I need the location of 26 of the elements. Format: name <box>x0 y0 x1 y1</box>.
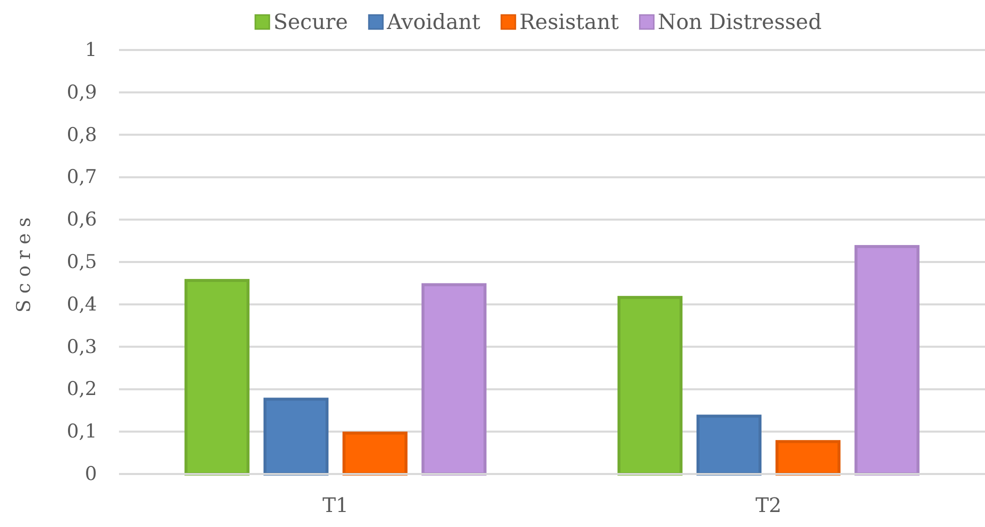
y-tick-label: 0,7 <box>66 166 97 188</box>
y-axis-title: Scores <box>13 211 35 313</box>
y-tick-label: 0,9 <box>66 81 97 104</box>
y-tick-label: 0 <box>84 463 97 485</box>
y-tick-label: 1 <box>84 39 97 61</box>
bar <box>854 245 920 476</box>
y-tick-label: 0,8 <box>66 124 97 146</box>
legend-label: Secure <box>273 10 348 34</box>
bar <box>342 432 408 476</box>
legend-label: Non Distressed <box>658 10 822 34</box>
y-tick-label: 0,5 <box>66 251 97 273</box>
legend-label: Resistant <box>519 10 620 34</box>
bar <box>618 296 682 476</box>
y-tick-label: 0,1 <box>66 420 97 443</box>
bar <box>184 278 250 476</box>
legend-label: Avoidant <box>386 10 481 34</box>
y-tick-label: 0,4 <box>66 293 97 316</box>
y-tick-label: 0,6 <box>66 208 97 231</box>
y-tick-label: 0,3 <box>66 336 97 358</box>
x-tick-label: T2 <box>755 493 782 517</box>
bar <box>696 414 762 476</box>
bar <box>422 283 486 476</box>
x-tick-label: T1 <box>322 493 349 517</box>
y-tick-label: 0,2 <box>66 378 97 400</box>
bar <box>776 440 840 476</box>
bar <box>264 398 328 476</box>
